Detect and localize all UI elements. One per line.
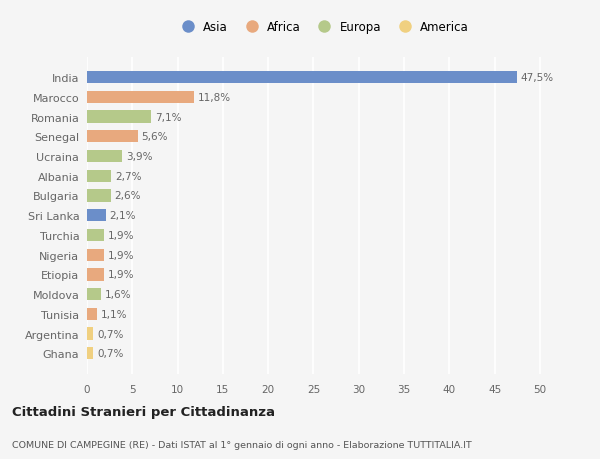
Bar: [87, 151, 122, 163]
Bar: [87, 328, 94, 340]
Bar: [87, 72, 517, 84]
Text: Cittadini Stranieri per Cittadinanza: Cittadini Stranieri per Cittadinanza: [12, 405, 275, 419]
Bar: [87, 210, 106, 222]
Bar: [87, 288, 101, 301]
Bar: [87, 131, 138, 143]
Bar: [87, 249, 104, 261]
Bar: [87, 347, 94, 360]
Text: 3,9%: 3,9%: [126, 151, 152, 162]
Bar: [87, 111, 151, 123]
Text: 47,5%: 47,5%: [521, 73, 554, 83]
Text: 1,9%: 1,9%: [108, 250, 134, 260]
Text: 0,7%: 0,7%: [97, 329, 124, 339]
Bar: [87, 269, 104, 281]
Legend: Asia, Africa, Europa, America: Asia, Africa, Europa, America: [174, 19, 471, 37]
Bar: [87, 91, 194, 104]
Text: 2,1%: 2,1%: [110, 211, 136, 221]
Bar: [87, 308, 97, 320]
Text: 11,8%: 11,8%: [197, 93, 230, 102]
Text: 1,1%: 1,1%: [101, 309, 127, 319]
Bar: [87, 170, 112, 182]
Text: 7,1%: 7,1%: [155, 112, 181, 122]
Text: 1,9%: 1,9%: [108, 270, 134, 280]
Text: 0,7%: 0,7%: [97, 348, 124, 358]
Bar: [87, 190, 110, 202]
Text: 1,6%: 1,6%: [105, 290, 131, 299]
Text: 2,7%: 2,7%: [115, 171, 142, 181]
Text: 2,6%: 2,6%: [114, 191, 140, 201]
Text: 1,9%: 1,9%: [108, 230, 134, 241]
Text: COMUNE DI CAMPEGINE (RE) - Dati ISTAT al 1° gennaio di ogni anno - Elaborazione : COMUNE DI CAMPEGINE (RE) - Dati ISTAT al…: [12, 441, 472, 449]
Text: 5,6%: 5,6%: [142, 132, 168, 142]
Bar: [87, 230, 104, 241]
